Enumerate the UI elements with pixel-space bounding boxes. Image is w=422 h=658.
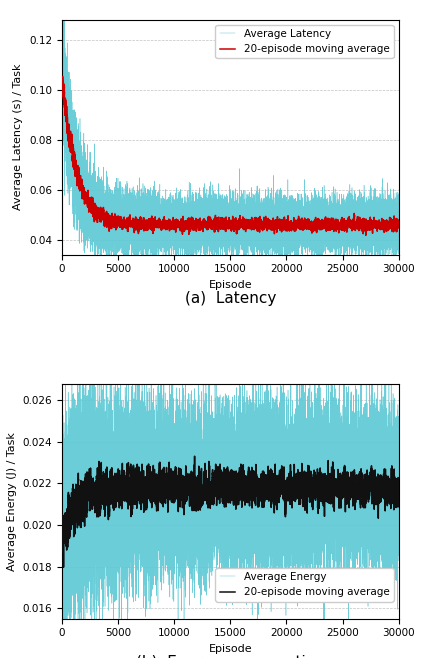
20-episode moving average [371, 220, 376, 228]
Average Latency [169, 270, 174, 278]
Average Latency [352, 214, 357, 222]
20-episode moving average [60, 536, 65, 544]
Text: (b)  Energy consumption: (b) Energy consumption [136, 655, 325, 658]
Average Energy [238, 474, 243, 482]
Legend: Average Latency, 20-episode moving average: Average Latency, 20-episode moving avera… [216, 25, 394, 59]
Average Latency [60, 59, 65, 66]
20-episode moving average [100, 474, 105, 482]
Average Energy [396, 475, 401, 483]
Average Latency [96, 213, 101, 221]
Average Latency [133, 216, 138, 224]
Average Latency [70, 144, 75, 152]
Average Energy [60, 443, 65, 451]
Average Latency [396, 224, 401, 232]
Line: Average Energy: Average Energy [62, 324, 399, 658]
20-episode moving average [112, 213, 117, 221]
20-episode moving average [137, 218, 142, 226]
Text: (a)  Latency: (a) Latency [184, 291, 276, 306]
Average Latency [238, 214, 243, 222]
20-episode moving average [341, 226, 346, 234]
20-episode moving average [137, 468, 142, 476]
20-episode moving average [61, 563, 66, 571]
20-episode moving average [341, 473, 346, 481]
20-episode moving average [60, 80, 65, 88]
20-episode moving average [60, 72, 65, 80]
Average Energy [77, 320, 82, 328]
Line: 20-episode moving average: 20-episode moving average [62, 456, 399, 567]
X-axis label: Episode: Episode [208, 644, 252, 654]
Y-axis label: Average Energy (J) / Task: Average Energy (J) / Task [7, 432, 17, 570]
20-episode moving average [363, 232, 368, 240]
Y-axis label: Average Latency (s) / Task: Average Latency (s) / Task [14, 64, 24, 211]
Line: 20-episode moving average: 20-episode moving average [62, 76, 399, 236]
20-episode moving average [396, 222, 401, 230]
20-episode moving average [112, 472, 117, 480]
20-episode moving average [371, 478, 376, 486]
Average Energy [133, 510, 138, 518]
20-episode moving average [396, 488, 401, 495]
Average Energy [96, 503, 101, 511]
20-episode moving average [107, 500, 112, 508]
Line: Average Latency: Average Latency [62, 0, 399, 274]
Average Energy [70, 430, 75, 438]
20-episode moving average [192, 452, 197, 460]
Average Energy [352, 529, 357, 537]
Legend: Average Energy, 20-episode moving average: Average Energy, 20-episode moving averag… [216, 568, 394, 601]
Average Latency [140, 231, 145, 239]
20-episode moving average [107, 224, 112, 232]
20-episode moving average [100, 209, 105, 217]
X-axis label: Episode: Episode [208, 280, 252, 290]
Average Energy [140, 502, 145, 510]
